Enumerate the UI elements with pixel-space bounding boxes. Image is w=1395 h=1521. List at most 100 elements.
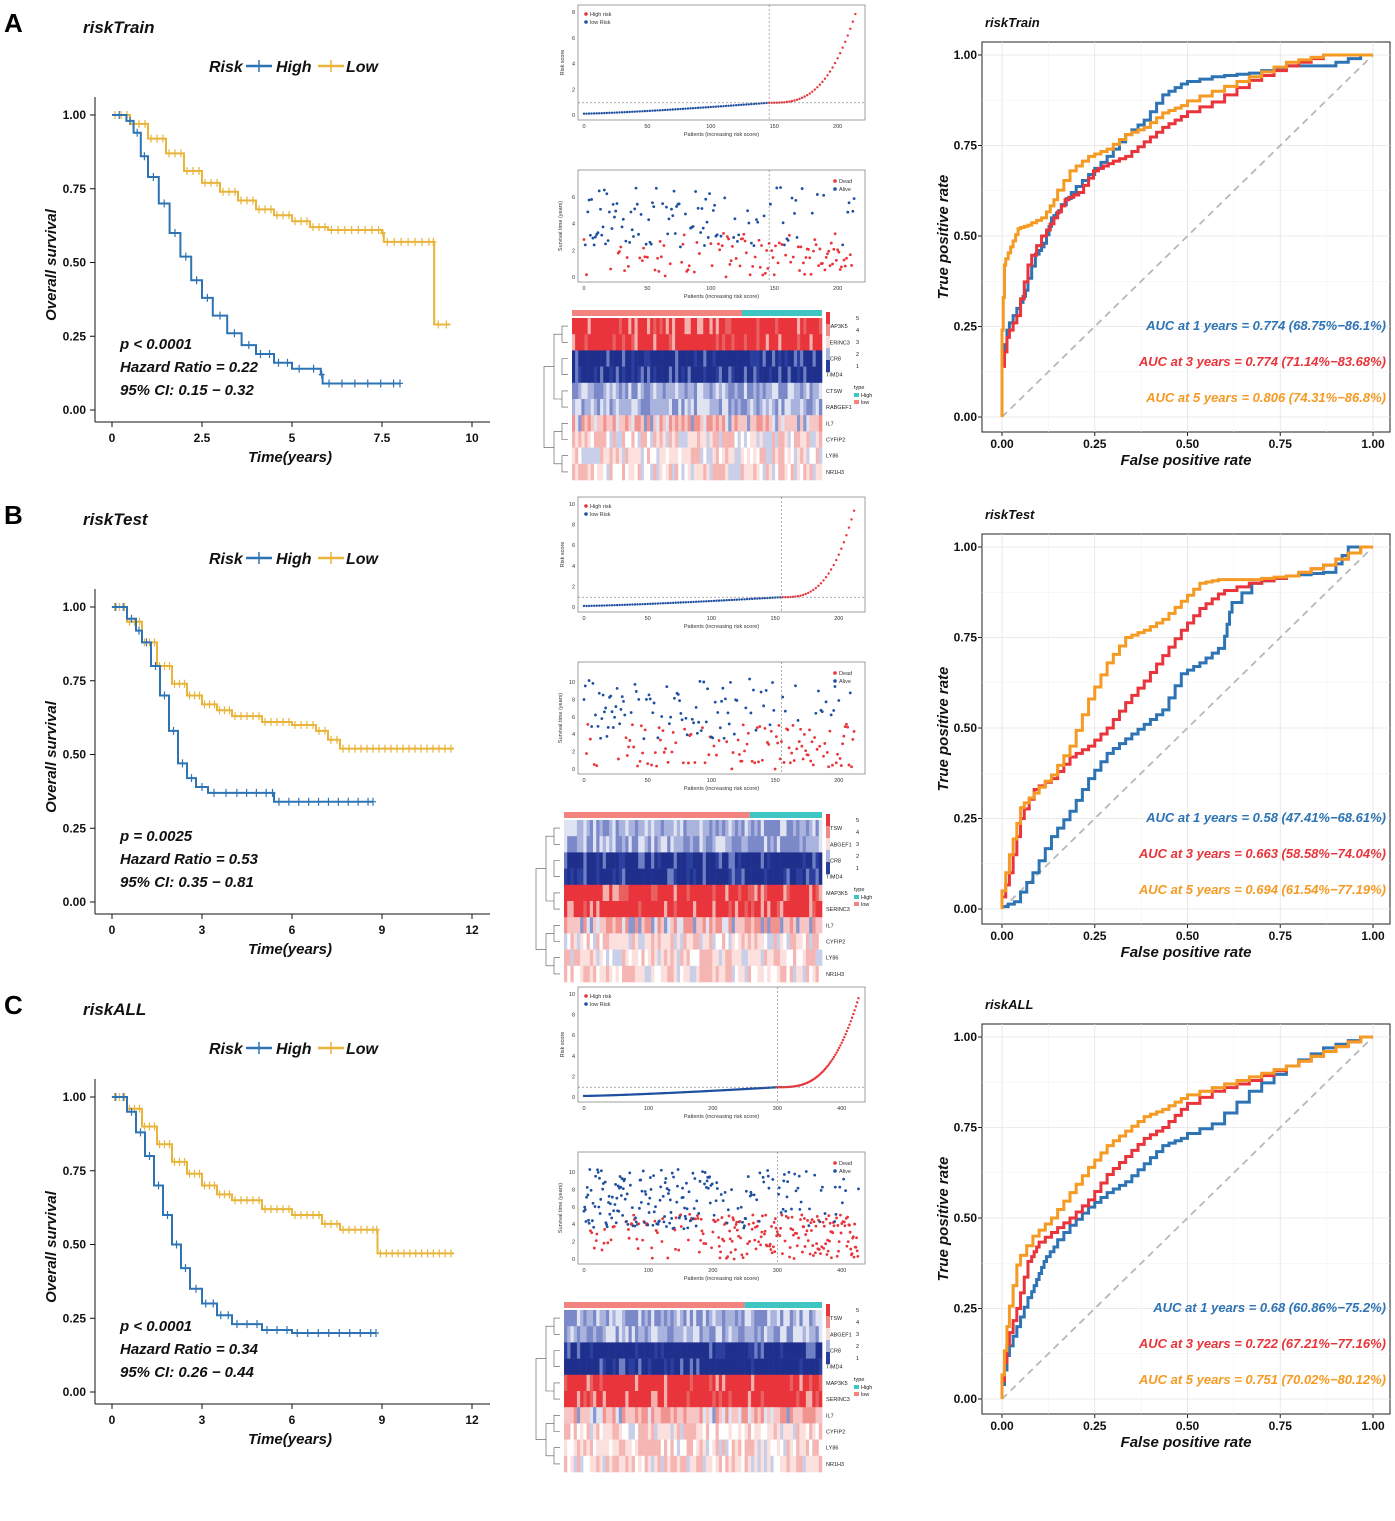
survtime-alive-point bbox=[750, 1193, 753, 1197]
heatmap-cell bbox=[578, 334, 582, 351]
heatmap-cell bbox=[665, 463, 670, 481]
survtime-alive-point bbox=[708, 1201, 712, 1205]
heatmap-cell bbox=[663, 1326, 668, 1343]
heatmap-cell bbox=[743, 350, 748, 367]
heatmap-cell bbox=[637, 334, 642, 351]
heatmap-cell bbox=[622, 431, 626, 448]
heatmap-cell bbox=[684, 382, 688, 400]
heatmap-cell bbox=[575, 366, 579, 384]
survtime-y-tick: 0 bbox=[572, 275, 575, 281]
heatmap-cell bbox=[654, 965, 658, 983]
heatmap-cell bbox=[702, 868, 707, 886]
survtime-alive-point bbox=[817, 689, 820, 693]
heatmap-cell bbox=[789, 1439, 794, 1457]
heatmap-cell bbox=[767, 965, 771, 983]
heatmap-cell bbox=[615, 1407, 620, 1424]
heatmap-cell bbox=[599, 1423, 603, 1440]
survtime-alive-point bbox=[767, 1186, 771, 1190]
riskscore-low-point bbox=[742, 103, 745, 106]
heatmap-cell bbox=[780, 933, 784, 950]
heatmap-cell bbox=[743, 447, 748, 465]
riskscore-high-point bbox=[825, 1066, 828, 1069]
km-y-tick: 1.00 bbox=[63, 600, 87, 614]
km-censor-high bbox=[284, 1326, 290, 1335]
survtime-alive-point bbox=[718, 726, 722, 730]
heatmap-cell bbox=[640, 463, 645, 481]
heatmap-cell bbox=[728, 933, 732, 950]
survtime-x-tick: 0 bbox=[582, 1268, 585, 1274]
survtime-alive-point bbox=[660, 715, 664, 718]
heatmap-cell bbox=[687, 334, 692, 351]
riskscore-high-point bbox=[857, 996, 860, 1000]
heatmap-cell bbox=[805, 868, 810, 886]
survtime-dead-point bbox=[815, 747, 819, 751]
survtime-y-tick: 6 bbox=[572, 715, 575, 721]
riskscore-low-point bbox=[756, 597, 759, 600]
roc-plot: riskTest0.000.000.250.250.500.500.750.75… bbox=[935, 507, 1391, 961]
heatmap-cell bbox=[754, 1455, 758, 1473]
heatmap-cell bbox=[800, 318, 804, 335]
heatmap-cell bbox=[751, 1342, 755, 1359]
heatmap-scale-swatch bbox=[826, 862, 830, 874]
riskscore-low-point bbox=[610, 604, 614, 607]
heatmap-cell bbox=[593, 1423, 597, 1440]
km-censor-high bbox=[346, 1329, 353, 1337]
heatmap-cell bbox=[662, 382, 667, 400]
heatmap-cell bbox=[609, 1455, 613, 1473]
heatmap-cell bbox=[631, 447, 635, 465]
heatmap-cell bbox=[576, 1326, 581, 1343]
survtime-alive-point bbox=[667, 1192, 670, 1195]
km-censor-low bbox=[375, 226, 382, 235]
heatmap-cell bbox=[640, 350, 645, 367]
heatmap-cell bbox=[602, 1455, 607, 1473]
survtime-alive-point bbox=[606, 239, 610, 243]
heatmap-cell bbox=[673, 1374, 678, 1392]
survtime-dead-point bbox=[658, 240, 662, 243]
survtime-alive-point bbox=[820, 710, 824, 714]
heatmap-cell bbox=[583, 901, 587, 918]
survtime-dead-point bbox=[635, 1237, 639, 1241]
heatmap-cell bbox=[634, 1358, 639, 1376]
survtime-dead-point bbox=[741, 723, 745, 727]
survtime-dead-point bbox=[612, 1225, 616, 1228]
heatmap-cell bbox=[673, 965, 678, 983]
heatmap-cell bbox=[589, 933, 594, 950]
heatmap-cell bbox=[699, 852, 703, 869]
riskscore-high-point bbox=[826, 74, 829, 77]
survtime-alive-point bbox=[726, 711, 730, 715]
survtime-dead-point bbox=[722, 1239, 726, 1243]
riskscore-low-point bbox=[638, 603, 642, 606]
heatmap-cell bbox=[790, 350, 795, 367]
heatmap-cell bbox=[634, 350, 638, 367]
survtime-dead-point bbox=[835, 1216, 838, 1220]
heatmap-cell bbox=[728, 901, 732, 918]
heatmap-cell bbox=[738, 1342, 742, 1359]
heatmap-cell bbox=[657, 1358, 662, 1376]
heatmap-cell bbox=[790, 318, 795, 335]
heatmap-cell bbox=[593, 350, 598, 367]
km-legend: Risk High Low bbox=[209, 551, 380, 568]
heatmap-cell bbox=[584, 318, 588, 335]
riskscore-y-tick: 6 bbox=[572, 1033, 575, 1039]
heatmap-cell bbox=[583, 1374, 587, 1392]
heatmap-cell bbox=[589, 949, 594, 967]
heatmap-cell bbox=[741, 1407, 745, 1424]
heatmap-cell bbox=[812, 431, 817, 448]
riskscore-low-point bbox=[729, 104, 733, 107]
heatmap-cell bbox=[760, 884, 765, 902]
heatmap-cell bbox=[681, 350, 685, 367]
heatmap-scale-label: 5 bbox=[856, 1308, 859, 1314]
heatmap-cell bbox=[815, 884, 820, 902]
heatmap-cell bbox=[756, 318, 760, 335]
heatmap-cell bbox=[815, 1423, 820, 1440]
heatmap-cell bbox=[744, 1326, 749, 1343]
heatmap-cell bbox=[803, 350, 807, 367]
survtime-alive-point bbox=[601, 693, 605, 697]
survtime-dead-point bbox=[582, 238, 586, 241]
riskscore-y-tick: 6 bbox=[572, 543, 575, 549]
heatmap-cell bbox=[792, 1374, 797, 1392]
heatmap-cell bbox=[647, 1407, 652, 1424]
heatmap-cell bbox=[776, 820, 781, 837]
km-censor-low bbox=[418, 744, 424, 753]
survtime-legend-alive-dot bbox=[833, 187, 837, 191]
